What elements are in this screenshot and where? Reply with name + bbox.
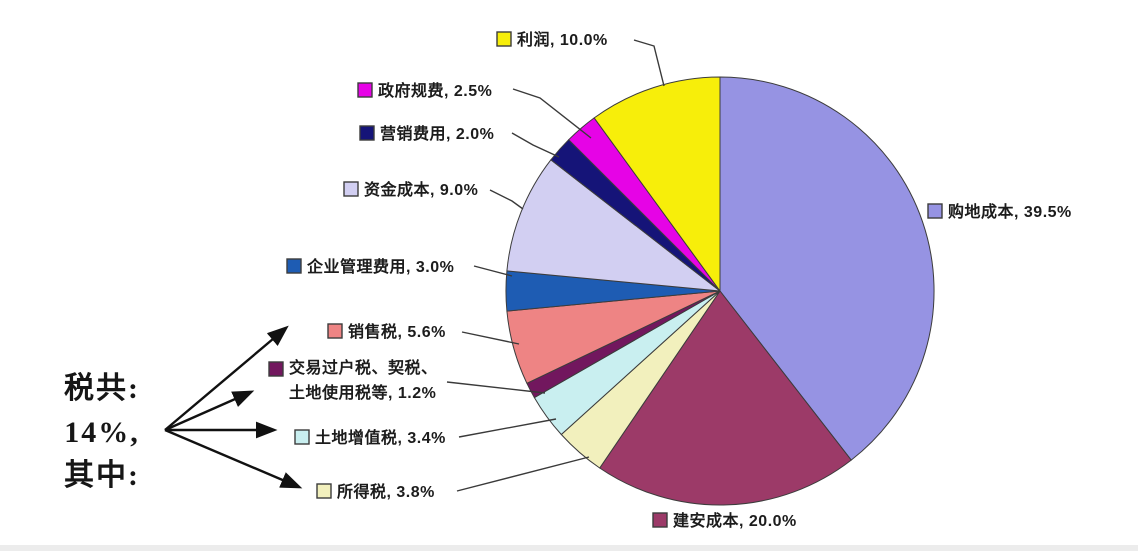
leader-lines <box>446 39 665 492</box>
legend-marker-10 <box>496 31 512 47</box>
slice-label-10: 利润, 10.0% <box>517 30 608 49</box>
legend-marker-1 <box>652 512 668 528</box>
tax-arrows <box>164 325 303 489</box>
leader-line-2 <box>456 456 590 492</box>
tax-note-line2: 14%, <box>64 416 140 449</box>
pie-slices <box>505 76 935 506</box>
legend-marker-3 <box>294 429 310 445</box>
leader-line-8 <box>511 132 560 158</box>
leader-line-5 <box>461 331 520 345</box>
legend-marker-4 <box>268 361 284 377</box>
tax-note-line3: 其中: <box>64 459 140 492</box>
slice-label-0: 购地成本, 39.5% <box>948 202 1072 221</box>
legend-marker-7 <box>343 181 359 197</box>
legend-marker-2 <box>316 483 332 499</box>
leader-line-4 <box>446 381 546 394</box>
leader-line-6 <box>473 265 513 277</box>
tax-arrow-1 <box>164 390 255 432</box>
leader-line-10 <box>633 39 665 87</box>
slice-label-6: 企业管理费用, 3.0% <box>306 257 454 276</box>
tax-arrow-3 <box>164 428 303 489</box>
leader-line-7 <box>489 189 524 210</box>
tax-arrow-0 <box>164 325 289 431</box>
slice-label-1: 建安成本, 20.0% <box>673 511 797 530</box>
slice-labels: 购地成本, 39.5% 建安成本, 20.0% 所得税, 3.8% 土地增值税, 3.… <box>268 30 1072 530</box>
legend-marker-6 <box>286 258 302 274</box>
slice-label-8: 营销费用, 2.0% <box>380 124 494 143</box>
legend-marker-8 <box>359 125 375 141</box>
slice-label-3: 土地增值税, 3.4% <box>315 428 446 447</box>
slice-label-2: 所得税, 3.8% <box>337 482 435 501</box>
leader-line-3 <box>458 418 557 438</box>
slice-label-7: 资金成本, 9.0% <box>364 180 478 199</box>
slice-label-9: 政府规费, 2.5% <box>378 81 492 100</box>
pie-slice-7[interactable] <box>506 159 721 292</box>
pie-slice-10[interactable] <box>593 76 721 292</box>
legend-marker-9 <box>357 82 373 98</box>
slice-label-5: 销售税, 5.6% <box>348 322 446 341</box>
pie-slice-0[interactable] <box>719 76 935 461</box>
bottom-divider <box>0 545 1138 551</box>
slice-label-4-line2: 土地使用税等, 1.2% <box>289 383 436 402</box>
legend-marker-5 <box>327 323 343 339</box>
slice-label-4: 交易过户税、契税、 <box>289 358 438 377</box>
pie-slice-1[interactable] <box>599 290 852 506</box>
leader-line-9 <box>512 88 592 139</box>
legend-marker-0 <box>927 203 943 219</box>
tax-note-line1: 税共: <box>64 372 140 405</box>
